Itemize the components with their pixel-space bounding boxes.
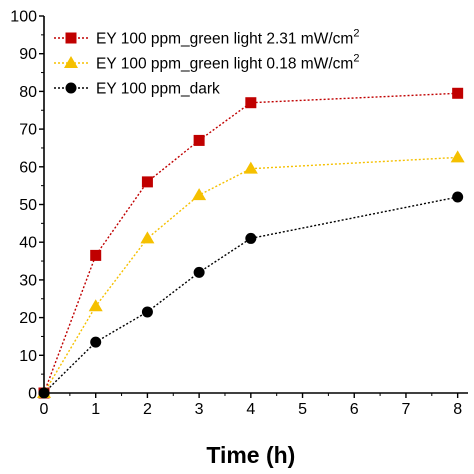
y-tick-label-9: 90 xyxy=(19,46,37,63)
legend-label-text-0: EY 100 ppm_green light 2.31 mW/cm xyxy=(96,31,353,48)
x-tick-label-0: 0 xyxy=(40,401,49,418)
data-point-s1-4 xyxy=(243,161,258,174)
data-point-s1-1 xyxy=(88,299,103,312)
y-tick-label-4: 40 xyxy=(19,235,37,252)
legend-label-text-1: EY 100 ppm_green light 0.18 mW/cm xyxy=(96,56,353,73)
legend-label-2: EY 100 ppm_dark xyxy=(96,81,220,98)
data-point-s0-5 xyxy=(452,87,464,99)
data-point-s2-2 xyxy=(141,306,153,318)
plot-area xyxy=(37,87,465,399)
series-line-2 xyxy=(43,196,458,394)
legend-marker-0 xyxy=(65,32,77,44)
y-tick-label-1: 10 xyxy=(19,348,37,365)
y-tick-label-2: 20 xyxy=(19,310,37,327)
y-tick-label-3: 30 xyxy=(19,272,37,289)
data-point-s2-5 xyxy=(452,191,464,203)
legend-label-text-2: EY 100 ppm_dark xyxy=(96,81,220,98)
x-tick-label-3: 3 xyxy=(195,401,204,418)
legend-item-1: EY 100 ppm_green light 0.18 mW/cm2 xyxy=(54,53,359,73)
legend-marker-2 xyxy=(65,82,77,94)
legend-label-sup-0: 2 xyxy=(353,28,359,40)
x-tick-label-6: 6 xyxy=(350,401,359,418)
x-tick-label-4: 4 xyxy=(246,401,255,418)
y-tick-label-5: 50 xyxy=(19,197,37,214)
data-point-s0-4 xyxy=(245,97,257,109)
x-tick-label-1: 1 xyxy=(91,401,100,418)
y-tick-label-8: 80 xyxy=(19,84,37,101)
x-tick-label-7: 7 xyxy=(401,401,410,418)
data-point-s2-1 xyxy=(90,336,102,348)
y-tick-label-6: 60 xyxy=(19,159,37,176)
y-tick-label-10: 100 xyxy=(10,9,37,26)
x-tick-label-8: 8 xyxy=(453,401,462,418)
data-point-s0-2 xyxy=(141,176,153,188)
legend-label-0: EY 100 ppm_green light 2.31 mW/cm2 xyxy=(96,28,359,48)
x-tick-label-5: 5 xyxy=(298,401,307,418)
data-point-s1-5 xyxy=(450,150,465,163)
x-tick-label-2: 2 xyxy=(143,401,152,418)
data-point-s0-3 xyxy=(193,134,205,146)
x-axis-title: Time (h) xyxy=(206,442,295,468)
data-point-s0-1 xyxy=(90,249,102,261)
data-point-s1-3 xyxy=(192,188,207,201)
series-line-1 xyxy=(43,156,458,394)
y-tick-label-7: 70 xyxy=(19,122,37,139)
data-point-s2-3 xyxy=(193,266,205,278)
series-line-0 xyxy=(43,92,458,394)
legend-label-1: EY 100 ppm_green light 0.18 mW/cm2 xyxy=(96,53,359,73)
legend-item-0: EY 100 ppm_green light 2.31 mW/cm2 xyxy=(54,28,359,48)
legend-label-sup-1: 2 xyxy=(353,53,359,65)
y-tick-label-0: 0 xyxy=(28,386,37,403)
axes: 0 10 20 30 40 50 60 70 80 90 100 0 1 2 3 4 5 6 7 8 Time (h) xyxy=(10,9,468,468)
legend-item-2: EY 100 ppm_dark xyxy=(54,81,220,98)
data-point-s1-2 xyxy=(140,231,155,244)
data-point-s2-4 xyxy=(245,232,257,244)
legend-marker-1 xyxy=(64,56,78,68)
